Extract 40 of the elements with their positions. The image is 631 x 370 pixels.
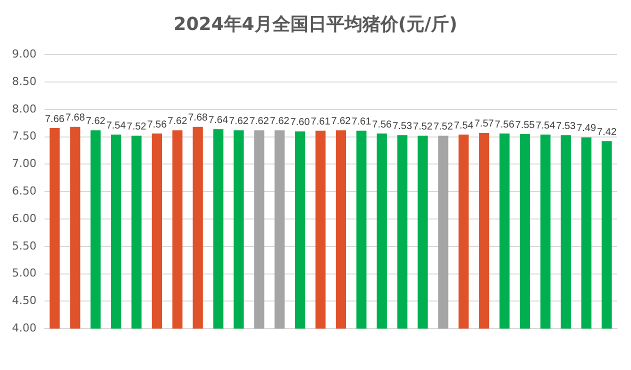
data-label: 7.54	[536, 120, 556, 132]
data-label: 7.64	[208, 114, 228, 126]
data-label: 7.62	[331, 116, 352, 127]
y-tick-label: 6.50	[12, 184, 36, 198]
data-label: 7.54	[454, 120, 474, 132]
y-tick-label: 5.00	[12, 266, 36, 280]
y-tick-label: 7.00	[12, 157, 36, 170]
data-label: 7.56	[494, 119, 515, 130]
y-tick-label: 8.50	[12, 74, 36, 88]
data-label: 7.53	[556, 120, 576, 132]
y-tick-label: 9.00	[12, 47, 36, 60]
data-label: 7.56	[147, 119, 168, 130]
data-label: 7.54	[106, 120, 126, 132]
y-tick-label: 4.00	[12, 321, 36, 334]
chart-title: 2024年4月全国日平均猪价(元/斤)	[172, 13, 458, 36]
y-tick-label: 5.50	[12, 239, 36, 252]
data-label: 7.62	[168, 116, 188, 127]
data-label: 7.68	[65, 112, 86, 124]
data-label: 7.49	[576, 123, 596, 134]
data-label: 7.52	[126, 121, 147, 132]
data-label: 7.62	[86, 116, 106, 127]
y-tick-label: 6.00	[12, 212, 36, 225]
y-tick-label: 4.50	[12, 294, 36, 308]
data-label: 7.56	[372, 119, 392, 130]
data-label: 7.42	[597, 126, 617, 138]
data-label: 7.57	[474, 118, 494, 130]
data-label: 7.53	[392, 120, 412, 132]
data-label: 7.62	[270, 116, 290, 127]
y-tick-label: 8.00	[12, 102, 36, 116]
data-label: 7.62	[229, 116, 249, 127]
data-label: 7.61	[310, 116, 331, 128]
data-label: 7.60	[290, 117, 310, 128]
data-label: 7.52	[413, 121, 433, 132]
data-label: 7.61	[352, 116, 372, 128]
data-label: 7.52	[433, 121, 454, 132]
y-tick-label: 7.50	[12, 130, 36, 143]
data-label: 7.62	[249, 116, 270, 127]
data-label: 7.55	[515, 120, 536, 131]
data-label: 7.68	[188, 112, 208, 124]
data-label: 7.66	[44, 114, 65, 125]
